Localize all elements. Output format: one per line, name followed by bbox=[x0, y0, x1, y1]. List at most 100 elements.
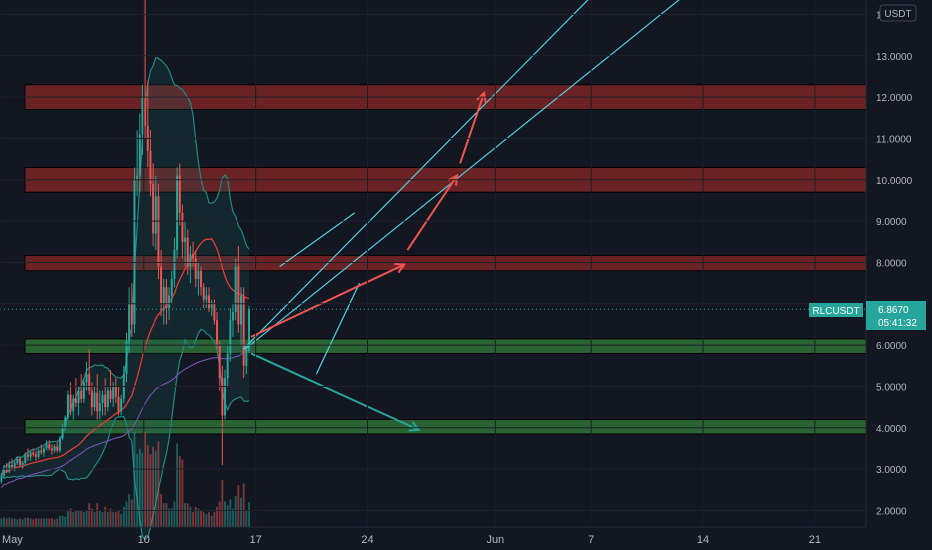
candle-body bbox=[66, 394, 69, 418]
volume-bar bbox=[77, 510, 80, 527]
volume-bar bbox=[224, 501, 226, 527]
trend-drawings[interactable] bbox=[242, 0, 815, 432]
candle-body bbox=[10, 465, 13, 468]
currency-badge-box bbox=[879, 4, 917, 22]
price-tick-label: 3.0000 bbox=[876, 465, 907, 476]
volume-bar bbox=[154, 450, 157, 527]
price-tick-label: 11.0000 bbox=[876, 134, 912, 145]
volume-bar bbox=[69, 508, 72, 527]
volume-bar bbox=[205, 514, 208, 527]
candle-body bbox=[77, 390, 80, 403]
candle-body bbox=[160, 266, 163, 304]
candle-body bbox=[106, 390, 109, 408]
time-tick-label: 10 bbox=[138, 534, 150, 546]
symbol-tag-box bbox=[809, 303, 863, 317]
volume-bar bbox=[170, 508, 173, 527]
volume-bar bbox=[13, 518, 16, 527]
volume-bar bbox=[202, 512, 205, 527]
candle-countdown: 05:41:32 bbox=[878, 318, 917, 329]
volume-bar bbox=[29, 518, 32, 527]
candle-body bbox=[165, 287, 168, 308]
volume-bar bbox=[210, 515, 213, 527]
volume-bar bbox=[114, 512, 117, 527]
volume-bar bbox=[133, 432, 136, 527]
candle-body bbox=[64, 417, 67, 428]
volume-bar bbox=[226, 505, 229, 527]
volume-bar bbox=[176, 443, 179, 527]
time-tick-label: 7 bbox=[588, 534, 594, 546]
candle-body bbox=[82, 382, 85, 399]
candle-body bbox=[154, 196, 157, 234]
arrow-down bbox=[250, 352, 420, 431]
candle-body bbox=[133, 179, 136, 325]
volume-bar bbox=[85, 510, 88, 527]
volume-bar bbox=[45, 518, 48, 527]
volume-bar bbox=[229, 499, 232, 527]
candle-body bbox=[26, 454, 29, 457]
candle-body bbox=[130, 303, 133, 325]
candle-body bbox=[239, 295, 243, 325]
price-tick-label: 6.0000 bbox=[876, 341, 907, 352]
volume-bar bbox=[136, 454, 139, 527]
time-tick-label: May bbox=[2, 534, 23, 546]
candle-body bbox=[101, 394, 104, 403]
candle-body bbox=[56, 446, 59, 451]
price-tick-label: 2.0000 bbox=[876, 506, 907, 517]
candle-body bbox=[45, 444, 48, 449]
volume-bar bbox=[149, 454, 152, 527]
candle-body bbox=[184, 237, 187, 242]
bollinger-bands bbox=[0, 56, 250, 541]
candle-body bbox=[125, 341, 128, 375]
candle-body bbox=[229, 320, 232, 354]
candle-body bbox=[0, 475, 3, 482]
volume-bar bbox=[130, 499, 133, 527]
time-axis[interactable]: May 10 17 24 Jun 7 14 21 bbox=[0, 0, 821, 546]
volume-bar bbox=[50, 518, 53, 527]
lower-band bbox=[0, 328, 250, 541]
arrow-up-3 bbox=[459, 92, 486, 164]
candle-body bbox=[40, 450, 43, 453]
candle-body bbox=[58, 438, 61, 451]
candle-body bbox=[74, 398, 77, 403]
volume-bar bbox=[168, 508, 171, 527]
price-tick-label: 12.0000 bbox=[876, 93, 913, 104]
candle-body bbox=[136, 175, 139, 180]
candle-body bbox=[208, 295, 211, 308]
arrow-down-head bbox=[408, 421, 421, 432]
volume-bar bbox=[112, 512, 115, 527]
volume-bar bbox=[5, 518, 8, 527]
volume-bar bbox=[141, 452, 144, 527]
candle-body bbox=[181, 212, 184, 242]
candle-body bbox=[144, 97, 147, 127]
volume-bar bbox=[157, 441, 160, 527]
price-tick-label: 4.0000 bbox=[876, 424, 907, 435]
volume-bar bbox=[248, 502, 250, 527]
candle-body bbox=[168, 295, 171, 308]
volume-bar bbox=[93, 512, 96, 527]
volume-bar bbox=[11, 518, 13, 527]
candle-body bbox=[234, 266, 237, 313]
volume-bar bbox=[16, 519, 19, 527]
candle-body bbox=[237, 266, 240, 325]
candle-body bbox=[173, 250, 176, 279]
candle-body bbox=[200, 270, 203, 288]
candle-body bbox=[21, 462, 24, 465]
volume-bar bbox=[200, 510, 202, 527]
currency-badge[interactable]: USDT bbox=[879, 4, 917, 22]
volume-bar bbox=[144, 432, 147, 527]
volume-bar bbox=[120, 514, 123, 527]
candle-body bbox=[24, 454, 27, 463]
time-tick-label: Jun bbox=[486, 534, 504, 546]
candle-body bbox=[98, 403, 101, 412]
volume-bar bbox=[213, 512, 216, 527]
volume-bar bbox=[43, 518, 45, 527]
candle-body bbox=[80, 390, 83, 399]
volume-bar bbox=[240, 497, 242, 527]
candle-body bbox=[192, 254, 195, 259]
candle-body bbox=[112, 386, 115, 399]
candle-body bbox=[202, 287, 205, 300]
candle-body bbox=[194, 258, 197, 279]
candle-body bbox=[5, 469, 8, 472]
candlestick-series bbox=[0, 0, 251, 484]
